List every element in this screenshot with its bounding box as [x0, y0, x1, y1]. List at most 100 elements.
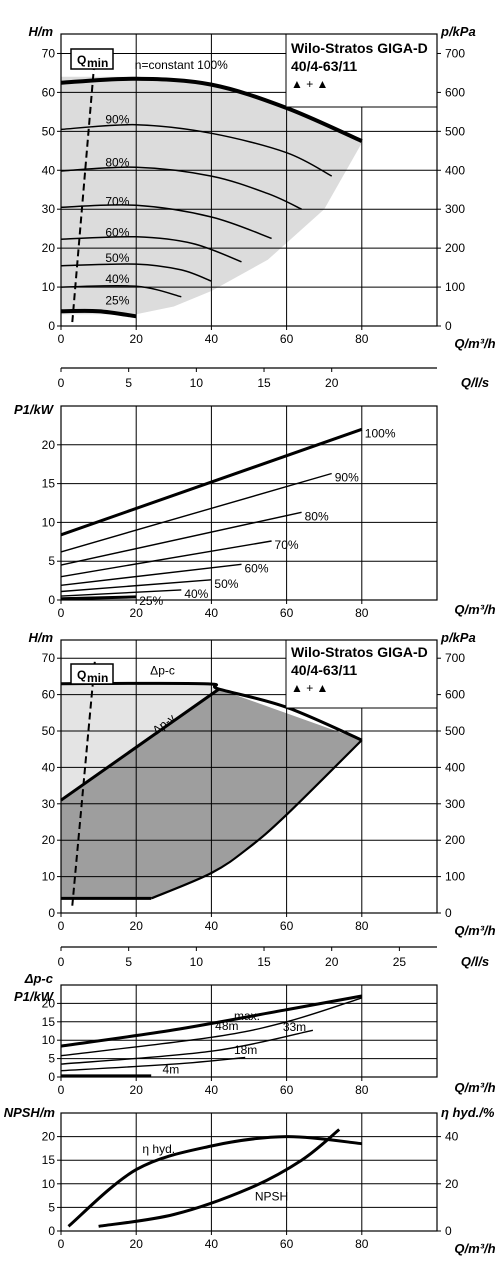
- x-axis-label: Q/m³/h: [454, 602, 495, 617]
- x-tick-label: 5: [125, 376, 132, 390]
- series-line-0: [67, 1135, 362, 1228]
- series-label: η hyd.: [142, 1142, 175, 1156]
- y-tick-label: 20: [42, 833, 56, 847]
- plot-frame: [60, 33, 438, 327]
- series-label: 50%: [214, 577, 238, 591]
- y-tick-label: 60: [42, 688, 56, 702]
- title-box: [285, 33, 438, 108]
- x-tick-label: 15: [257, 376, 271, 390]
- y-tick-label: 0: [48, 1224, 55, 1238]
- qmin-box: [70, 48, 114, 70]
- power-dp-chart: max.48m 33m 18m 4m 0 5 10 15 20 0 20 40 60 80 Δp-c P1/k…: [14, 971, 496, 1097]
- y-tick-label: 10: [42, 515, 56, 529]
- dp-c-label: Δp-c: [150, 664, 175, 678]
- x-tick-label: 25: [393, 955, 407, 969]
- qmin-line: [71, 661, 96, 906]
- y2-tick-label: 500: [445, 724, 465, 738]
- x-tick-label: 80: [355, 606, 369, 620]
- y-tick-label: 40: [42, 163, 56, 177]
- y2-tick-label: 600: [445, 688, 465, 702]
- series-label: 50%: [105, 251, 129, 265]
- series-label: 4m: [163, 1063, 180, 1077]
- x-tick-label: 10: [190, 955, 204, 969]
- y2-axis-label: η hyd./%: [441, 1105, 495, 1120]
- pump-symbol-icon: ▲ + ▲: [291, 681, 328, 695]
- y-tick-label: 30: [42, 797, 56, 811]
- x-tick-label: 0: [58, 955, 65, 969]
- x-tick-label: 0: [58, 1237, 65, 1251]
- y-tick-label: 50: [42, 724, 56, 738]
- series-label: 33m: [283, 1020, 306, 1034]
- y-tick-label: 0: [48, 593, 55, 607]
- qmin-label: Q: [77, 53, 86, 67]
- plot-frame: [60, 405, 438, 601]
- series-label: n=constant 100%: [135, 58, 228, 72]
- series-line-0: [60, 994, 363, 1048]
- x-tick-label: 40: [205, 606, 219, 620]
- y-tick-label: 70: [42, 651, 56, 665]
- y-tick-label: 70: [42, 46, 56, 60]
- series-label: 18m: [234, 1043, 257, 1057]
- pump-symbol-icon: ▲ + ▲: [291, 77, 328, 91]
- y2-tick-label: 0: [445, 906, 452, 920]
- y-tick-label: 0: [48, 319, 55, 333]
- series-label: 48m: [215, 1019, 238, 1033]
- series-line-5: [60, 263, 212, 282]
- x-tick-label: 0: [58, 1083, 65, 1097]
- flow-ls-axis: 0 5 10 15 20 Q/l/s: [58, 367, 489, 390]
- series-line-2: [60, 1029, 314, 1065]
- series-label: 90%: [105, 113, 129, 127]
- qmin-label: Q: [77, 668, 86, 682]
- series-label: max.: [234, 1009, 260, 1023]
- y2-tick-label: 200: [445, 241, 465, 255]
- y-axis-label: P1/kW: [14, 989, 55, 1004]
- x-tick-label: 5: [125, 955, 132, 969]
- y2-tick-label: 100: [445, 280, 465, 294]
- qmin-box: [70, 663, 114, 685]
- y-axis-label: H/m: [28, 630, 53, 645]
- y-tick-label: 15: [42, 477, 56, 491]
- y2-tick-label: 100: [445, 870, 465, 884]
- series-line-4: [60, 563, 242, 586]
- series-line-3: [60, 1056, 246, 1072]
- chart-subtitle: 40/4-63/11: [291, 662, 357, 678]
- y2-tick-label: 400: [445, 760, 465, 774]
- y-tick-label: 50: [42, 124, 56, 138]
- y2-tick-label: 0: [445, 1224, 452, 1238]
- y2-tick-label: 200: [445, 833, 465, 847]
- series-line-6: [60, 284, 182, 298]
- x-tick-label: 80: [355, 919, 369, 933]
- y-tick-label: 60: [42, 85, 56, 99]
- y-tick-label: 10: [42, 870, 56, 884]
- x-axis-label: Q/m³/h: [454, 1080, 495, 1095]
- series-line-6: [60, 589, 182, 597]
- x-tick-label: 60: [280, 1237, 294, 1251]
- series-line-0: [60, 427, 363, 537]
- y-axis-label: P1/kW: [14, 402, 55, 417]
- x-tick-label: 20: [325, 376, 339, 390]
- series-line-2: [60, 166, 302, 210]
- x-tick-label: 80: [355, 332, 369, 346]
- y-tick-label: 40: [42, 760, 56, 774]
- series-label: 60%: [244, 561, 268, 575]
- series-label: 60%: [105, 225, 129, 239]
- x-tick-label: 80: [355, 1237, 369, 1251]
- series-line-4: [60, 235, 242, 263]
- series-label: NPSH: [255, 1189, 288, 1203]
- y2-tick-label: 0: [445, 319, 452, 333]
- x-tick-label: 20: [130, 1237, 144, 1251]
- x-tick-label: 0: [58, 919, 65, 933]
- series-line-7: [60, 595, 137, 601]
- y-tick-label: 5: [48, 1200, 55, 1214]
- y2-tick-label: 20: [445, 1177, 459, 1191]
- y2-tick-label: 400: [445, 163, 465, 177]
- y-tick-label: 5: [48, 1052, 55, 1066]
- flow-ls-axis-2: 0 5 10 15 20 25 Q/l/s: [58, 946, 489, 969]
- npsh-chart: η hyd. NPSH 0 5 10 15 20 0 20 40 0 20 40 60 80 NPSH/m η …: [4, 1105, 496, 1256]
- plot-frame: [60, 1112, 438, 1232]
- min-speed-edge: [150, 739, 363, 900]
- x-tick-label: 20: [130, 606, 144, 620]
- x-axis-label: Q/m³/h: [454, 923, 495, 938]
- series-line-2: [60, 511, 302, 566]
